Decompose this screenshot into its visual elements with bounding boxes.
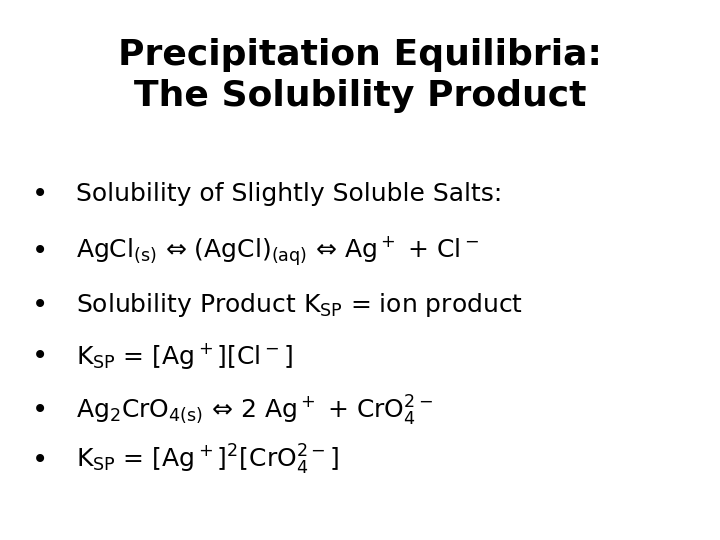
Text: K$_{\rm SP}$ = [Ag$^+$]$^2$[CrO$_4^{2-}$]: K$_{\rm SP}$ = [Ag$^+$]$^2$[CrO$_4^{2-}$…: [76, 443, 339, 477]
Text: •: •: [32, 237, 48, 265]
Text: •: •: [32, 342, 48, 370]
Text: K$_{\rm SP}$ = [Ag$^+$][Cl$^-$]: K$_{\rm SP}$ = [Ag$^+$][Cl$^-$]: [76, 341, 292, 372]
Text: •: •: [32, 396, 48, 424]
Text: Solubility of Slightly Soluble Salts:: Solubility of Slightly Soluble Salts:: [76, 183, 502, 206]
Text: Solubility Product K$_{\rm SP}$ = ion product: Solubility Product K$_{\rm SP}$ = ion pr…: [76, 291, 523, 319]
Text: •: •: [32, 446, 48, 474]
Text: AgCl$_{\rm (s)}$ ⇔ (AgCl)$_{\rm (aq)}$ ⇔ Ag$^+$ + Cl$^-$: AgCl$_{\rm (s)}$ ⇔ (AgCl)$_{\rm (aq)}$ ⇔…: [76, 234, 479, 268]
Text: •: •: [32, 180, 48, 208]
Text: •: •: [32, 291, 48, 319]
Text: Ag$_2$CrO$_{4\rm (s)}$ ⇔ 2 Ag$^+$ + CrO$_4^{2-}$: Ag$_2$CrO$_{4\rm (s)}$ ⇔ 2 Ag$^+$ + CrO$…: [76, 393, 433, 428]
Text: Precipitation Equilibria:
The Solubility Product: Precipitation Equilibria: The Solubility…: [118, 38, 602, 112]
